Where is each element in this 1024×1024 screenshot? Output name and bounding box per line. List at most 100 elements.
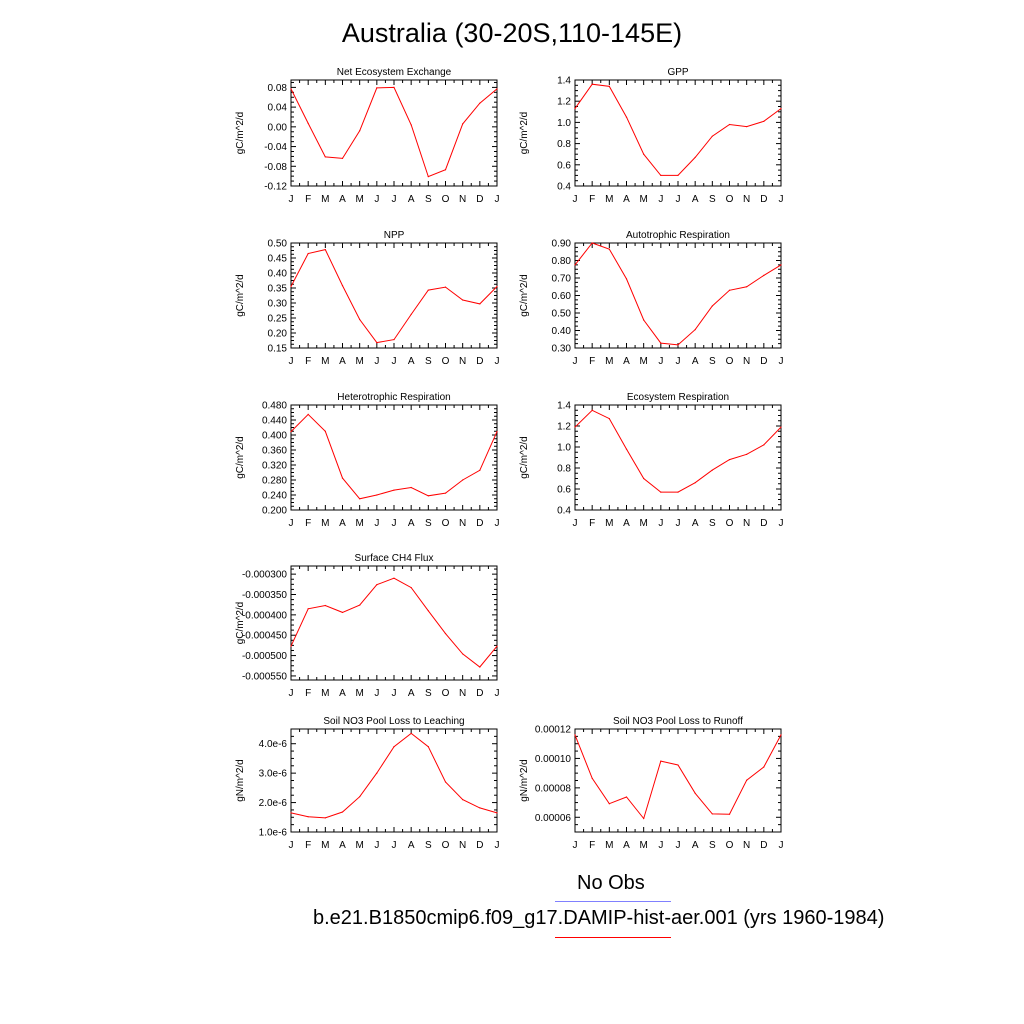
data-point: [393, 489, 395, 491]
plot-frame: [290, 565, 498, 681]
data-point: [677, 491, 679, 493]
data-point: [307, 413, 309, 415]
data-point: [479, 102, 481, 104]
x-tick-label: J: [392, 356, 397, 367]
data-point: [359, 318, 361, 321]
panel-title: Soil NO3 Pool Loss to Runoff: [613, 716, 743, 727]
data-point: [462, 653, 464, 655]
series-line: [290, 86, 498, 178]
x-tick-label: N: [459, 688, 466, 699]
x-tick-label: F: [305, 688, 311, 699]
x-tick-label: A: [623, 356, 630, 367]
x-tick-label: J: [392, 518, 397, 529]
data-point: [728, 289, 731, 291]
data-point: [677, 174, 679, 176]
y-tick-label: 0.30: [268, 299, 288, 310]
data-point: [427, 289, 429, 291]
x-tick-label: A: [408, 518, 415, 529]
series-line: [574, 83, 782, 176]
x-tick-label: J: [392, 840, 397, 851]
y-tick-label: 0.00006: [535, 813, 572, 824]
data-point: [444, 286, 447, 288]
data-point: [376, 342, 378, 344]
plot-frame: [574, 79, 782, 187]
data-point: [427, 746, 429, 748]
x-tick-label: J: [374, 688, 379, 699]
x-tick-label: A: [339, 194, 346, 205]
data-point: [608, 803, 610, 805]
data-point: [643, 817, 645, 820]
x-tick-label: A: [623, 840, 630, 851]
y-tick-label: 0.25: [268, 314, 288, 325]
data-point: [444, 492, 447, 494]
x-tick-label: F: [589, 356, 595, 367]
data-point: [496, 645, 498, 647]
y-axis-label: gN/m^2/d: [235, 759, 246, 802]
data-point: [728, 813, 731, 815]
x-tick-label: M: [321, 840, 329, 851]
x-tick-label: M: [355, 840, 363, 851]
panel-title: NPP: [384, 230, 405, 241]
y-tick-label: 0.360: [262, 446, 287, 457]
y-tick-label: 0.200: [262, 506, 287, 517]
x-tick-label: M: [605, 840, 613, 851]
x-tick-label: M: [355, 518, 363, 529]
x-tick-label: A: [339, 840, 346, 851]
x-tick-label: F: [589, 518, 595, 529]
data-point: [780, 108, 782, 110]
x-tick-label: M: [605, 356, 613, 367]
x-tick-label: A: [692, 840, 699, 851]
y-tick-label: 0.280: [262, 476, 287, 487]
y-tick-label: 1.0: [557, 443, 571, 454]
data-point: [324, 604, 326, 607]
y-tick-label: 0.320: [262, 461, 287, 472]
y-tick-label: -0.000400: [242, 610, 287, 621]
data-point: [307, 252, 309, 255]
data-point: [694, 792, 696, 794]
x-tick-label: M: [605, 194, 613, 205]
series-line: [574, 242, 782, 346]
y-tick-label: 0.480: [262, 401, 287, 412]
data-point: [410, 732, 412, 735]
data-point: [324, 430, 326, 432]
data-point: [341, 477, 344, 479]
plot-frame: [290, 728, 498, 833]
data-point: [462, 479, 464, 481]
data-point: [444, 781, 447, 783]
data-point: [660, 491, 662, 493]
x-tick-label: J: [676, 194, 681, 205]
y-tick-label: 0.45: [268, 254, 288, 265]
x-tick-label: N: [459, 518, 466, 529]
x-tick-label: M: [321, 194, 329, 205]
data-point: [574, 734, 576, 736]
panel-title: Net Ecosystem Exchange: [337, 67, 452, 78]
data-point: [660, 174, 662, 176]
x-tick-label: A: [408, 688, 415, 699]
x-tick-label: A: [692, 356, 699, 367]
data-point: [462, 123, 464, 125]
x-tick-label: S: [709, 194, 716, 205]
data-point: [307, 816, 309, 818]
y-axis-label: gC/m^2/d: [519, 274, 530, 317]
data-point: [643, 477, 645, 480]
y-tick-label: -0.000350: [242, 590, 287, 601]
x-tick-label: N: [743, 356, 750, 367]
x-tick-label: M: [321, 688, 329, 699]
x-tick-label: M: [639, 518, 647, 529]
data-point: [746, 779, 748, 781]
x-tick-label: A: [692, 194, 699, 205]
x-tick-label: S: [709, 840, 716, 851]
x-tick-label: J: [658, 840, 663, 851]
data-point: [359, 604, 361, 606]
x-tick-label: D: [476, 194, 483, 205]
data-point: [376, 87, 378, 89]
x-tick-label: F: [305, 194, 311, 205]
x-tick-label: J: [289, 840, 294, 851]
x-tick-label: A: [339, 518, 346, 529]
y-tick-label: 0.4: [557, 506, 571, 517]
data-point: [625, 116, 628, 118]
x-tick-label: M: [639, 840, 647, 851]
x-tick-label: D: [760, 194, 767, 205]
data-point: [376, 494, 378, 496]
